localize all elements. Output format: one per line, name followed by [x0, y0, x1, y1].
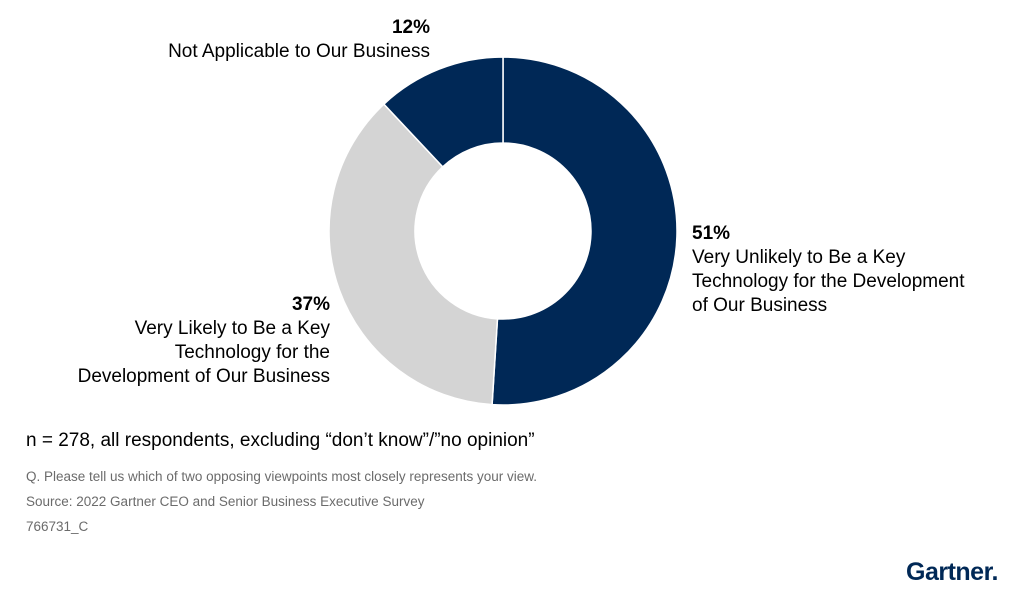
- slice-category-label: Very Likely to Be a Key: [134, 318, 330, 339]
- donut-slice-1: [328, 103, 499, 406]
- donut-slice-0: [491, 56, 678, 406]
- slice-label-very-unlikely: 51% Very Unlikely to Be a Key Technology…: [692, 222, 1012, 318]
- logo-dot: .: [991, 558, 998, 586]
- figure-id: 766731_C: [26, 519, 89, 534]
- slice-category-label: of Our Business: [692, 295, 828, 316]
- slice-label-not-applicable: 12% Not Applicable to Our Business: [100, 16, 430, 64]
- sample-size-note: n = 278, all respondents, excluding “don…: [26, 430, 535, 451]
- slice-category-label: Technology for the Development: [692, 271, 965, 292]
- source-note: Source: 2022 Gartner CEO and Senior Busi…: [26, 494, 425, 509]
- slice-value-label: 37%: [291, 294, 330, 315]
- gartner-logo: Gartner.: [906, 558, 998, 587]
- slice-category-label: Very Unlikely to Be a Key: [692, 247, 906, 268]
- slice-category-label: Technology for the: [174, 342, 330, 363]
- slice-value-label: 51%: [692, 223, 731, 244]
- slice-value-label: 12%: [391, 17, 430, 38]
- slice-label-very-likely: 37% Very Likely to Be a Key Technology f…: [20, 293, 330, 389]
- donut-slice-2: [382, 56, 504, 168]
- survey-question-note: Q. Please tell us which of two opposing …: [26, 469, 537, 484]
- slice-category-label: Development of Our Business: [77, 366, 330, 387]
- logo-text: Gartner: [906, 558, 992, 586]
- slice-category-label: Not Applicable to Our Business: [168, 41, 430, 62]
